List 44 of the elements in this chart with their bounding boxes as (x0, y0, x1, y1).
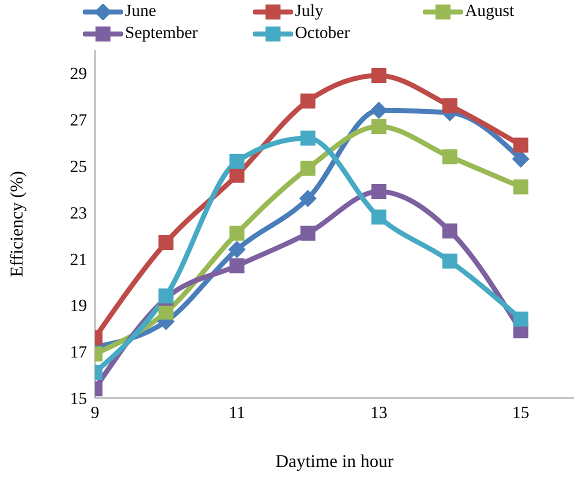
point (300, 226, 316, 241)
legend-label: October (295, 23, 350, 42)
x-tick-label: 9 (90, 403, 100, 422)
point (229, 168, 244, 183)
point (371, 210, 386, 225)
point (442, 98, 458, 114)
point (371, 119, 386, 134)
y-tick-label: 17 (70, 342, 88, 362)
point (158, 235, 174, 250)
point (300, 130, 316, 146)
x-tick-label: 15 (512, 403, 530, 422)
y-tick-label: 19 (70, 296, 87, 316)
point (442, 223, 458, 238)
y-tick-label: 25 (70, 157, 87, 176)
x-axis-title: Daytime in hour (276, 451, 394, 471)
point (371, 184, 386, 200)
point (513, 312, 528, 327)
y-tick-label: 21 (70, 250, 87, 269)
point (442, 254, 458, 269)
point (513, 179, 528, 194)
point (228, 241, 246, 258)
x-tick-label: 13 (370, 403, 388, 422)
legend-label: September (125, 23, 198, 42)
y-tick-label: 23 (70, 203, 87, 222)
y-tick-label: 27 (70, 110, 88, 130)
point (158, 304, 174, 320)
point (512, 150, 530, 168)
point (300, 94, 316, 109)
point (300, 160, 316, 176)
point (370, 102, 388, 119)
legend-label: August (465, 1, 514, 20)
point (442, 149, 458, 164)
point (229, 258, 244, 274)
x-tick-label: 11 (228, 403, 246, 422)
y-tick-label: 15 (70, 389, 87, 408)
point (299, 190, 316, 207)
legend-label: June (125, 1, 156, 20)
legend-label: July (295, 1, 324, 20)
y-axis-title: Efficiency (%) (6, 170, 26, 278)
point (371, 68, 386, 84)
point (229, 226, 244, 241)
y-tick-label: 29 (70, 64, 87, 84)
point (229, 154, 244, 169)
point (513, 138, 528, 153)
